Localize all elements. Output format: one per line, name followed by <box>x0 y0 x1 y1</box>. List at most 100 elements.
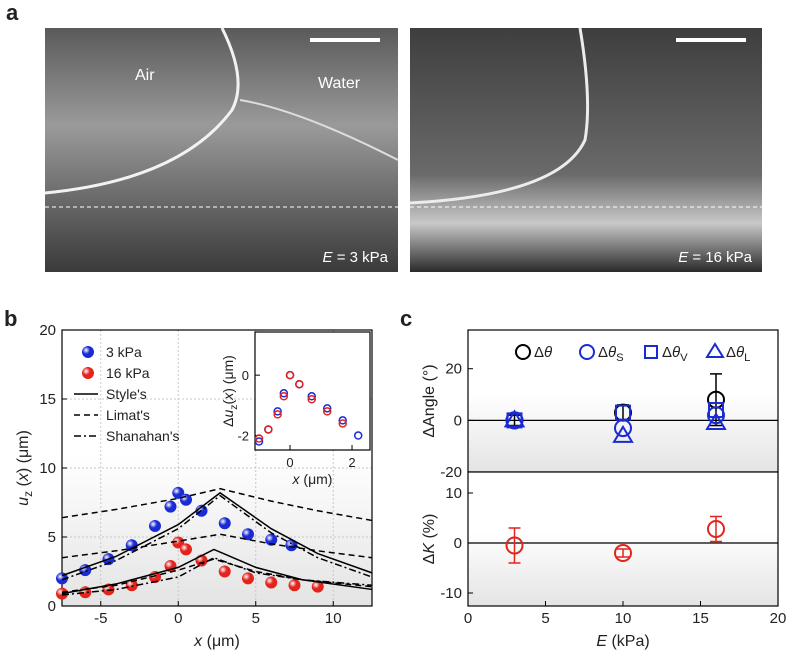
marker <box>615 404 631 421</box>
text-segment: V <box>680 352 688 364</box>
legend-label: 16 kPa <box>106 365 150 381</box>
axes-box <box>254 331 371 451</box>
marker <box>505 536 524 555</box>
x-tick-label: 2 <box>348 455 355 470</box>
x-axis-label: E (kPa) <box>596 633 649 650</box>
text-segment: (μm) <box>202 633 240 650</box>
text-segment: x <box>15 472 32 482</box>
text-segment: ΔAngle (°) <box>421 364 438 437</box>
marker <box>279 389 289 398</box>
x-axis-label: x (μm) <box>292 471 333 487</box>
legend-label: Style's <box>106 386 147 402</box>
legend-label: Δθ <box>534 344 552 361</box>
marker <box>579 344 595 360</box>
text-segment: θ <box>672 344 680 361</box>
legend-label: ΔθL <box>726 344 750 364</box>
marker <box>254 437 264 446</box>
marker <box>353 431 363 440</box>
panel-a: Air Water <box>44 27 762 272</box>
marker <box>254 434 264 443</box>
y-tick-label: 10 <box>445 485 462 502</box>
marker <box>295 379 304 389</box>
text-segment: θ <box>736 344 744 361</box>
image-label: Air <box>135 67 155 84</box>
text-segment: ) (μm) <box>220 355 236 393</box>
error-bar <box>508 527 521 564</box>
text-segment: ( <box>220 399 236 404</box>
legend-label: 3 kPa <box>106 344 142 360</box>
scale-bar <box>676 38 746 42</box>
marker <box>612 424 634 443</box>
marker <box>273 407 282 416</box>
text-segment: Δ <box>220 417 236 426</box>
text-segment: Δ <box>598 344 608 361</box>
text-segment: = 3 kPa <box>333 249 389 266</box>
marker <box>322 407 332 416</box>
marker <box>285 370 295 380</box>
marker <box>279 392 289 401</box>
marker <box>242 528 254 541</box>
marker <box>285 539 298 552</box>
marker <box>307 395 316 404</box>
text-segment: θ <box>544 344 552 361</box>
panel-label: a <box>6 0 19 25</box>
y-axis-label: ΔAngle (°) <box>421 364 438 437</box>
interface <box>409 27 590 205</box>
text-segment: ( <box>15 480 32 490</box>
panel-label: c <box>400 306 412 331</box>
y-tick-label: 0 <box>454 535 462 552</box>
marker <box>82 346 94 358</box>
image-caption: E = 16 kPa <box>678 249 752 266</box>
marker <box>125 579 138 592</box>
text-segment: = 16 kPa <box>688 249 752 266</box>
x-tick-label: 5 <box>252 610 260 627</box>
inset-frame <box>255 332 370 450</box>
marker <box>705 412 727 430</box>
marker <box>503 409 526 428</box>
text-segment: Δ <box>726 344 736 361</box>
interface <box>44 27 240 195</box>
marker <box>164 500 177 513</box>
marker <box>311 580 324 593</box>
error-bar <box>617 548 629 558</box>
marker <box>707 520 725 538</box>
text-segment: L <box>744 352 750 364</box>
legend-label: Shanahan's <box>106 428 180 444</box>
text-segment: Δ <box>662 344 672 361</box>
y-tick-label: -10 <box>440 585 462 602</box>
x-tick-label: 0 <box>286 455 293 470</box>
marker <box>242 572 254 585</box>
x-tick-label: 0 <box>174 610 182 627</box>
marker <box>172 486 185 499</box>
marker <box>288 579 301 592</box>
image-caption: E = 3 kPa <box>323 249 389 266</box>
axes-box <box>61 329 373 607</box>
text-segment: x <box>220 392 236 401</box>
legend-label: ΔθV <box>662 344 688 364</box>
x-tick-label: 5 <box>541 610 549 627</box>
text-segment: ) (μm) <box>15 430 32 473</box>
text-segment: S <box>616 352 624 364</box>
marker <box>56 572 68 585</box>
image-left <box>45 28 398 272</box>
x-tick-label: -5 <box>94 610 107 627</box>
marker <box>708 402 724 419</box>
text-segment: (kPa) <box>607 633 650 650</box>
marker <box>614 544 632 562</box>
marker <box>338 419 347 428</box>
text-segment: Δ <box>534 344 544 361</box>
marker <box>82 367 94 379</box>
marker <box>273 410 282 419</box>
scale-bar <box>310 38 380 42</box>
x-tick-label: 0 <box>464 610 472 627</box>
marker <box>322 404 332 413</box>
marker <box>218 565 231 578</box>
marker <box>515 344 531 360</box>
marker <box>644 345 658 359</box>
marker <box>125 539 138 552</box>
text-segment: E <box>678 249 689 266</box>
text-segment: u <box>220 409 236 417</box>
text-segment: E <box>323 249 334 266</box>
marker <box>218 517 231 530</box>
y-tick-label: -20 <box>440 464 462 481</box>
